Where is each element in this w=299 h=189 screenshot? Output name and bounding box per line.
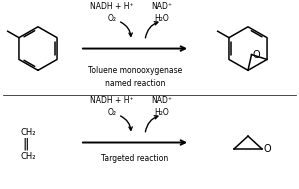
Text: ‖: ‖	[23, 138, 29, 151]
Text: O: O	[253, 50, 260, 60]
FancyArrowPatch shape	[120, 116, 132, 130]
Text: NADH + H⁺: NADH + H⁺	[90, 96, 134, 105]
Text: Targeted reaction: Targeted reaction	[101, 154, 169, 163]
Text: CH₂: CH₂	[20, 152, 36, 161]
Text: Toluene monooxygenase
named reaction: Toluene monooxygenase named reaction	[88, 66, 182, 88]
Text: O₂: O₂	[108, 14, 117, 23]
Text: CH₂: CH₂	[20, 128, 36, 137]
Text: NADH + H⁺: NADH + H⁺	[90, 2, 134, 11]
FancyArrowPatch shape	[145, 116, 158, 132]
FancyArrowPatch shape	[120, 22, 132, 36]
Text: H₂O: H₂O	[155, 108, 169, 117]
Text: O: O	[264, 144, 271, 154]
Text: NAD⁺: NAD⁺	[152, 96, 173, 105]
Text: O₂: O₂	[108, 108, 117, 117]
FancyArrowPatch shape	[145, 22, 158, 38]
Text: NAD⁺: NAD⁺	[152, 2, 173, 11]
Text: H₂O: H₂O	[155, 14, 169, 23]
